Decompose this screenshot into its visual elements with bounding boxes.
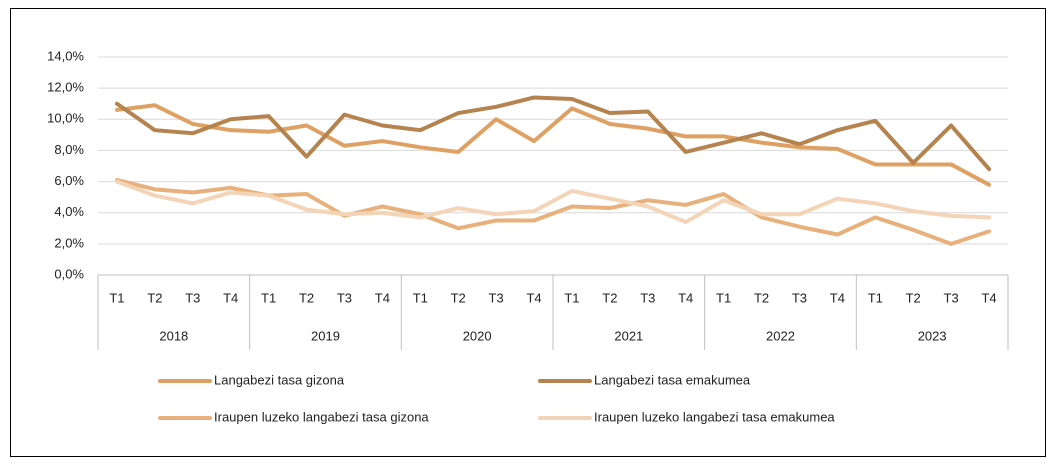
x-group-label: 2018: [159, 328, 188, 343]
x-tick-label: T3: [185, 290, 200, 305]
x-tick-label: T1: [716, 290, 731, 305]
x-tick-label: T2: [754, 290, 769, 305]
x-tick-label: T2: [451, 290, 466, 305]
x-group-label: 2019: [311, 328, 340, 343]
series-line: [114, 95, 992, 172]
x-group-label: 2022: [766, 328, 795, 343]
series-line: [114, 103, 992, 187]
x-tick-label: T2: [299, 290, 314, 305]
x-tick-label: T1: [564, 290, 579, 305]
y-tick-label: 10,0%: [47, 111, 84, 126]
x-tick-label: T1: [868, 290, 883, 305]
y-tick-label: 2,0%: [54, 235, 84, 250]
x-tick-label: T4: [223, 290, 238, 305]
x-tick-label: T3: [944, 290, 959, 305]
x-tick-label: T3: [640, 290, 655, 305]
legend-label: Langabezi tasa emakumea: [594, 372, 751, 387]
x-group-label: 2020: [463, 328, 492, 343]
series-line: [114, 179, 992, 225]
x-tick-label: T4: [526, 290, 541, 305]
x-group-label: 2021: [614, 328, 643, 343]
x-tick-label: T3: [337, 290, 352, 305]
legend-label: Iraupen luzeko langabezi tasa gizona: [214, 409, 429, 424]
x-tick-label: T4: [830, 290, 845, 305]
x-tick-label: T4: [981, 290, 996, 305]
y-tick-label: 14,0%: [47, 48, 84, 63]
y-tick-label: 12,0%: [47, 80, 84, 95]
legend-label: Iraupen luzeko langabezi tasa emakumea: [594, 409, 835, 424]
x-tick-label: T1: [261, 290, 276, 305]
chart-frame: [10, 8, 1046, 457]
x-tick-label: T4: [375, 290, 390, 305]
x-tick-label: T3: [792, 290, 807, 305]
x-tick-label: T3: [489, 290, 504, 305]
y-tick-label: 6,0%: [54, 173, 84, 188]
x-tick-label: T1: [413, 290, 428, 305]
y-tick-label: 0,0%: [54, 266, 84, 281]
x-tick-label: T1: [109, 290, 124, 305]
x-tick-label: T4: [678, 290, 693, 305]
y-tick-label: 4,0%: [54, 204, 84, 219]
x-group-label: 2023: [918, 328, 947, 343]
y-tick-label: 8,0%: [54, 142, 84, 157]
x-tick-label: T2: [602, 290, 617, 305]
x-tick-label: T2: [147, 290, 162, 305]
x-tick-label: T2: [906, 290, 921, 305]
legend-label: Langabezi tasa gizona: [214, 372, 345, 387]
